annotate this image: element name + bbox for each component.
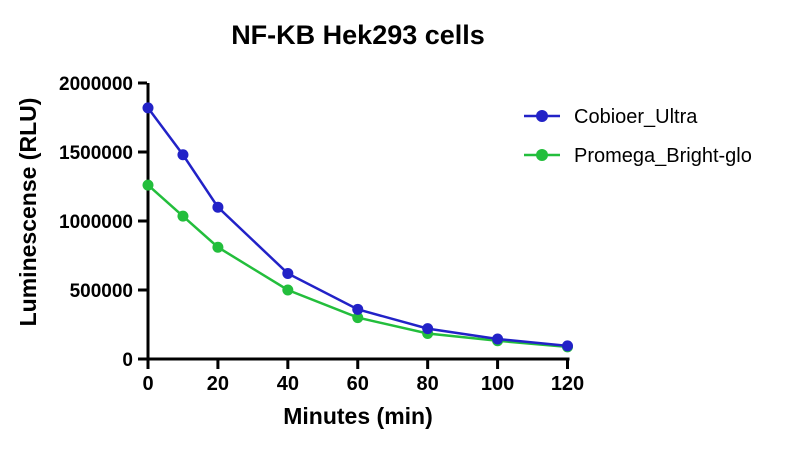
data-point-cobioer-ultra — [212, 201, 224, 213]
data-point-cobioer-ultra — [562, 340, 573, 352]
y-axis-title: Luminescense (RLU) — [15, 98, 41, 327]
y-tick-label: 2000000 — [59, 74, 133, 95]
x-tick-label: 100 — [481, 373, 514, 395]
legend: Cobioer_Ultra Promega_Bright-glo — [524, 106, 752, 167]
x-tick-label: 80 — [417, 373, 439, 395]
data-point-cobioer-ultra — [352, 303, 364, 315]
legend-circle-marker-icon — [536, 110, 548, 122]
chart-title: NF-KB Hek293 cells — [231, 20, 485, 50]
x-tick-label: 0 — [142, 373, 153, 395]
series-line-promega-bright-glo — [147, 184, 568, 349]
legend-item: Promega_Bright-glo — [524, 145, 752, 167]
x-tick-label: 60 — [347, 373, 369, 395]
data-point-cobioer-ultra — [142, 102, 154, 114]
x-tick-label: 20 — [207, 373, 229, 395]
x-tick-label: 120 — [551, 373, 584, 395]
legend-label: Cobioer_Ultra — [574, 106, 698, 128]
data-point-cobioer-ultra — [282, 267, 294, 279]
y-tick-label: 500000 — [70, 281, 133, 302]
legend-circle-marker-icon — [536, 149, 548, 161]
y-tick-label: 0 — [122, 350, 133, 371]
series-line-cobioer-ultra — [146, 107, 568, 348]
data-point-promega-bright-glo — [282, 284, 294, 296]
plot-area: 0 500000 1000000 1500000 2000000 0 20 40 60 80 100… — [59, 74, 584, 395]
y-tick-label: 1500000 — [59, 143, 133, 164]
legend-item: Cobioer_Ultra — [524, 106, 698, 128]
legend-label: Promega_Bright-glo — [574, 145, 752, 167]
data-point-promega-bright-glo — [352, 312, 364, 324]
data-point-cobioer-ultra — [422, 323, 434, 335]
y-tick-label: 1000000 — [59, 212, 133, 233]
data-point-promega-bright-glo — [142, 179, 154, 191]
x-axis-title: Minutes (min) — [283, 403, 433, 429]
x-tick-label: 40 — [277, 373, 299, 395]
data-point-promega-bright-glo — [212, 241, 224, 253]
data-point-cobioer-ultra — [177, 149, 189, 161]
data-point-promega-bright-glo — [177, 210, 189, 222]
data-point-cobioer-ultra — [492, 333, 504, 345]
